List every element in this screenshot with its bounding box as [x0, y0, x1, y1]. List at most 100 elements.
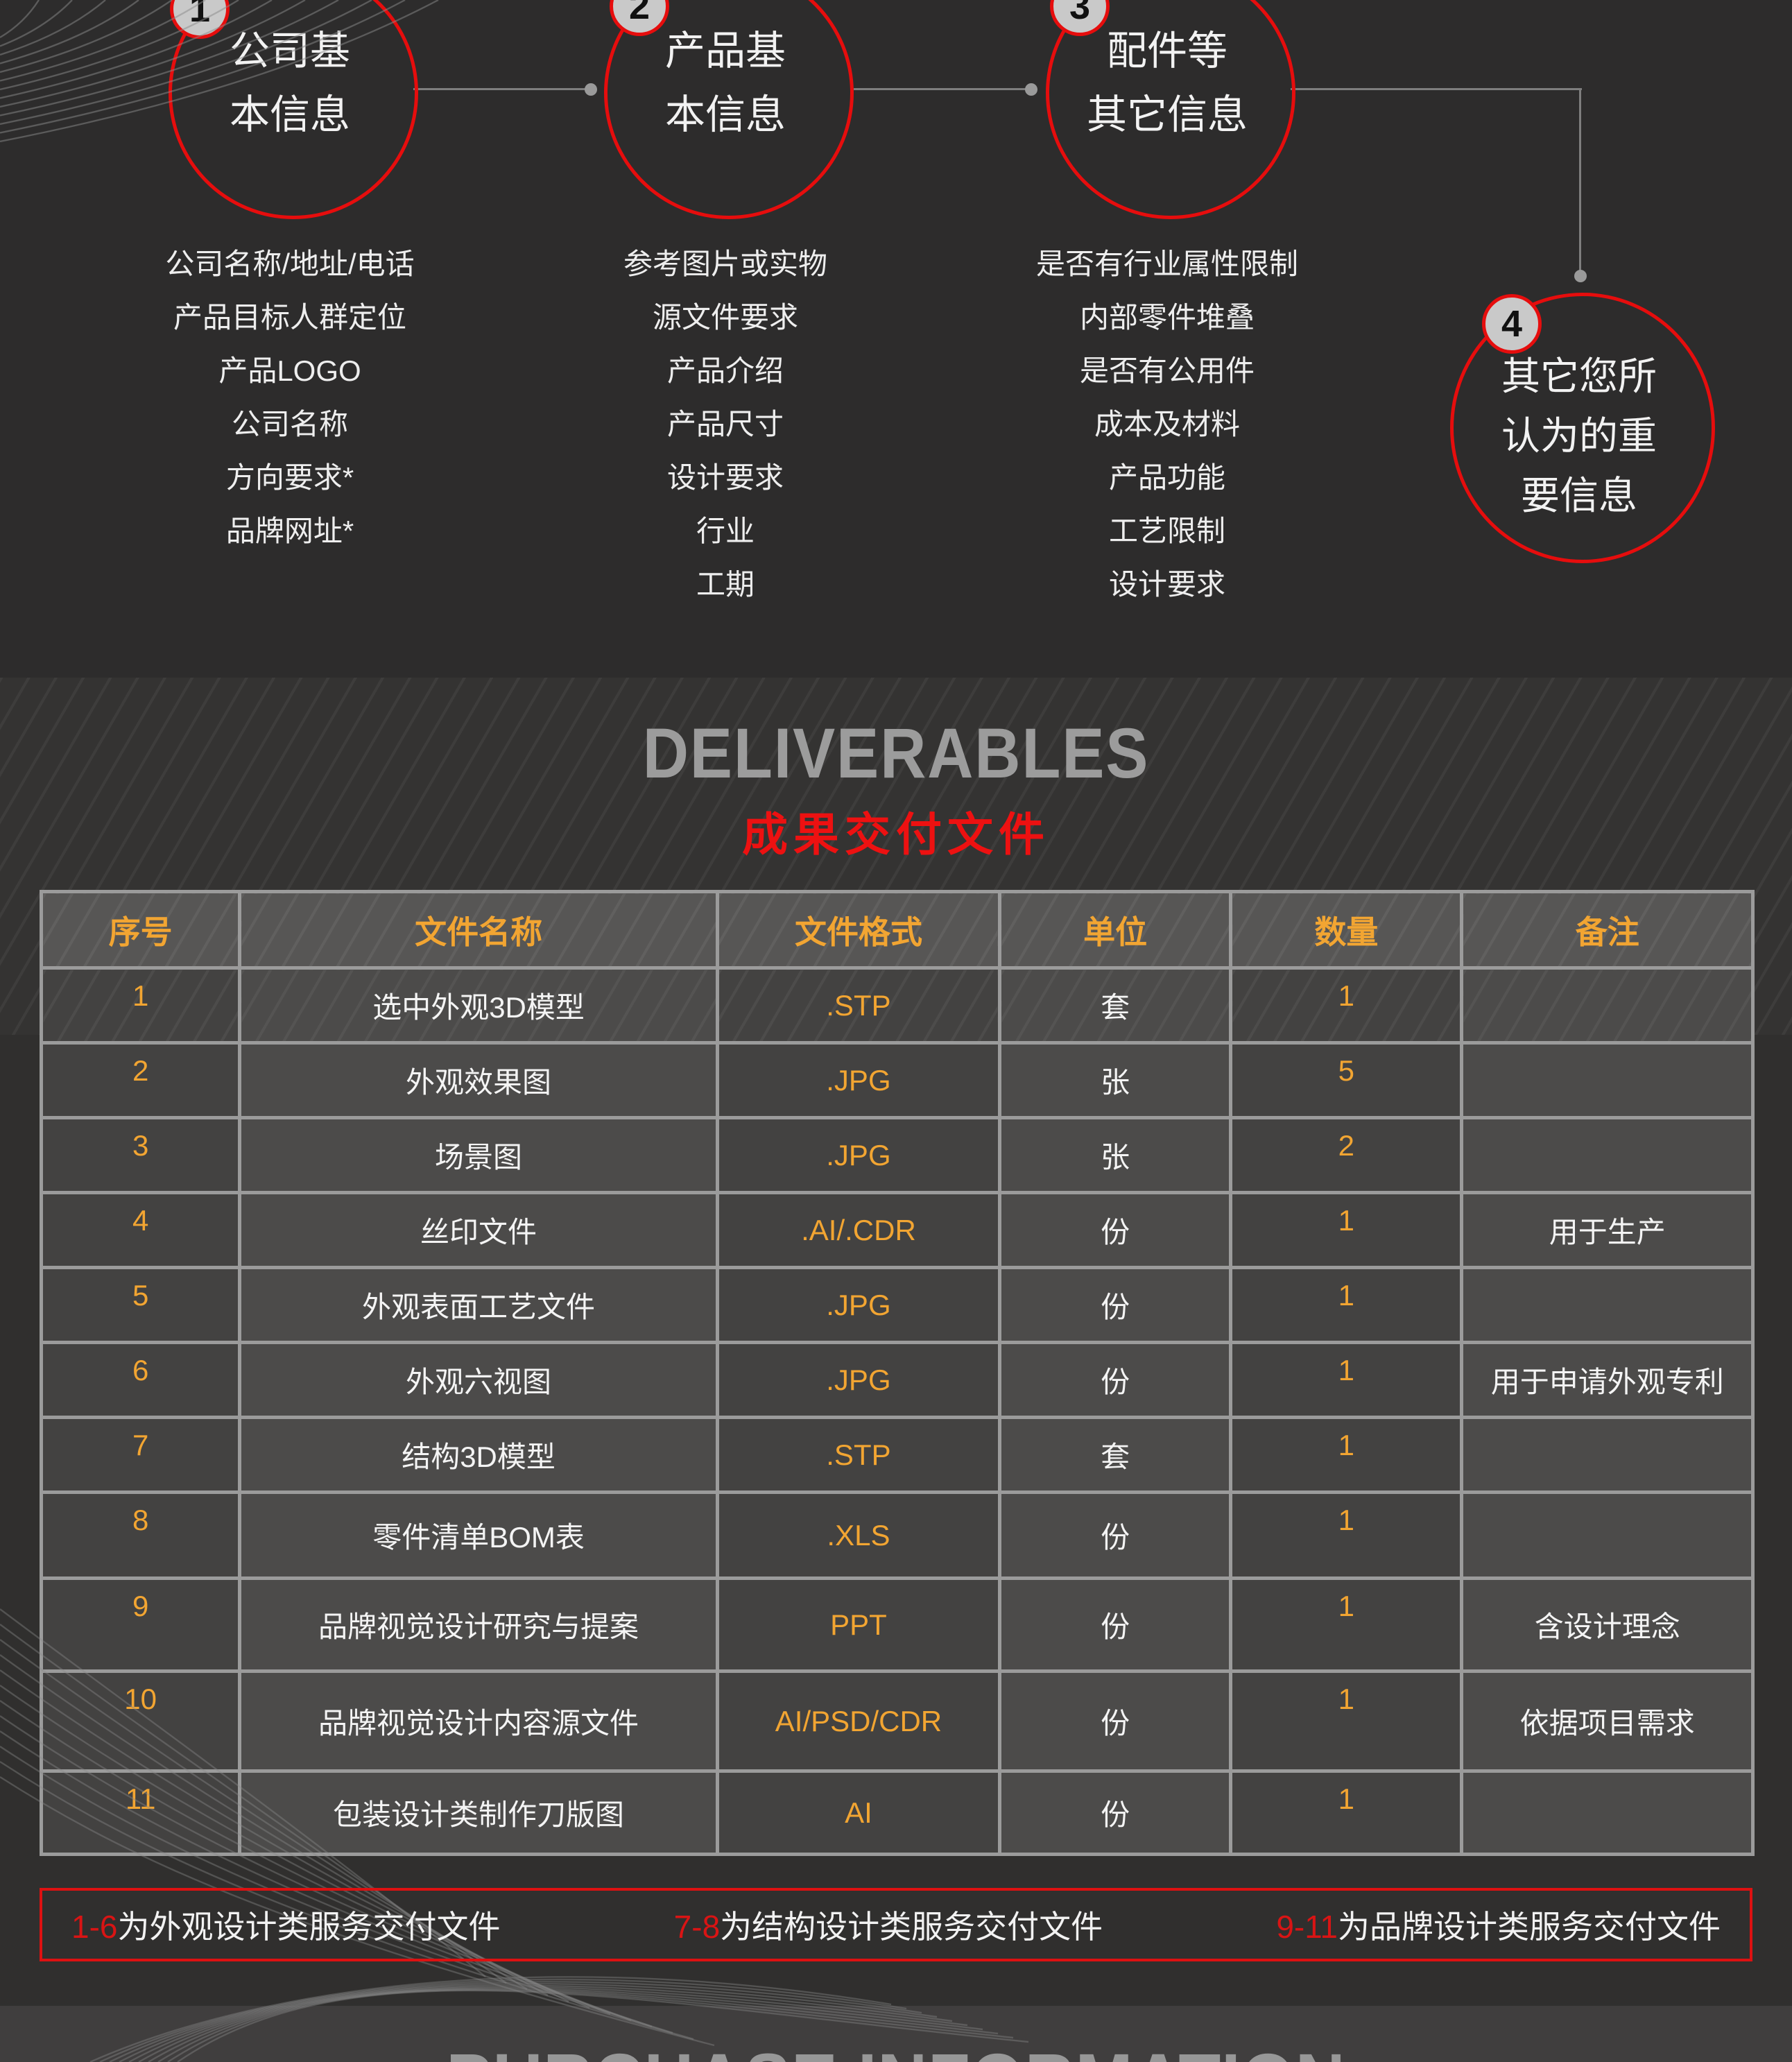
table-row: 10 品牌视觉设计内容源文件 AI/PSD/CDR 份 1 依据项目需求 [39, 1669, 1755, 1773]
step-items-list-3: 是否有行业属性限制 内部零件堆叠 是否有公用件 成本及材料 产品功能 工艺限制 设计要求 [924, 237, 1410, 611]
connector-line-3-horizontal [1291, 88, 1582, 90]
table-row: 4 丝印文件 .AI/.CDR 份 1 用于生产 [39, 1191, 1755, 1269]
table-cell: PPT [715, 1576, 1002, 1673]
table-header-cell: 文件名称 [238, 890, 719, 970]
list-item: 产品功能 [1108, 461, 1225, 494]
table-cell: 场景图 [238, 1116, 719, 1194]
table-cell: 2 [1229, 1116, 1464, 1194]
decorative-curve [0, 0, 73, 47]
table-cell: .JPG [715, 1041, 1002, 1119]
list-item: 设计要求 [1108, 568, 1225, 601]
table-cell: 1 [1229, 1576, 1464, 1673]
table-cell: 依据项目需求 [1460, 1669, 1755, 1773]
list-item: 设计要求 [666, 461, 784, 494]
list-item: 工期 [696, 568, 755, 601]
step-title-2: 产品基 本信息 [604, 19, 847, 147]
connector-dot-3 [1574, 270, 1587, 282]
legend-range: 7-8 [673, 1909, 721, 1945]
table-cell [1460, 1041, 1755, 1119]
step-title-line: 产品基 [664, 28, 786, 74]
step-number-badge-4: 4 [1482, 294, 1542, 354]
step-title-line: 要信息 [1521, 474, 1637, 517]
table-cell: AI [715, 1769, 1002, 1856]
table-row: 3 场景图 .JPG 张 2 [39, 1116, 1755, 1194]
table-body: 1 选中外观3D模型 .STP 套 1 2 外观效果图 .JPG 张 5 3 场景图 .JPG 张 2 4 丝印… [39, 966, 1755, 1856]
table-cell [1460, 966, 1755, 1045]
table-cell: .XLS [715, 1490, 1002, 1580]
legend-box: 1-6为外观设计类服务交付文件 7-8为结构设计类服务交付文件 9-11为品牌设… [40, 1888, 1752, 1961]
step-title-line: 其它信息 [1086, 92, 1248, 137]
table-cell: 1 [1229, 1669, 1464, 1773]
table-cell: 1 [1229, 1266, 1464, 1344]
table-cell: .STP [715, 1416, 1002, 1494]
table-cell: 份 [998, 1576, 1233, 1673]
connector-line-2 [854, 88, 1034, 90]
table-cell: 5 [39, 1266, 242, 1344]
step-items-list-2: 参考图片或实物 源文件要求 产品介绍 产品尺寸 设计要求 行业 工期 [483, 237, 968, 611]
table-cell: AI/PSD/CDR [715, 1669, 1002, 1773]
table-cell: 4 [39, 1191, 242, 1269]
list-item: 产品目标人群定位 [173, 301, 406, 334]
list-item: 公司名称 [231, 408, 348, 440]
table-cell [1460, 1416, 1755, 1494]
table-cell: 张 [998, 1041, 1233, 1119]
legend-range: 9-11 [1276, 1909, 1338, 1945]
table-row: 9 品牌视觉设计研究与提案 PPT 份 1 含设计理念 [39, 1576, 1755, 1673]
step-title-line: 配件等 [1106, 28, 1227, 74]
step-circle-3 [1046, 0, 1295, 219]
table-cell: 张 [998, 1116, 1233, 1194]
list-item: 方向要求* [225, 461, 354, 494]
table-cell: 份 [998, 1341, 1233, 1419]
table-cell: 用于生产 [1460, 1191, 1755, 1269]
purchase-info-title: PURCHASE INFORMATION [71, 2036, 1720, 2062]
list-item: 成本及材料 [1094, 408, 1240, 440]
list-item: 产品LOGO [218, 354, 361, 387]
table-cell: 份 [998, 1769, 1233, 1856]
table-cell: 份 [998, 1266, 1233, 1344]
decorative-curve [0, 0, 139, 65]
table-cell: 1 [1229, 1490, 1464, 1580]
step-title-3: 配件等 其它信息 [1046, 19, 1289, 147]
list-item: 公司名称/地址/电话 [165, 248, 415, 280]
step-title-line: 公司基 [229, 28, 350, 74]
decorative-curve [0, 0, 173, 74]
list-item: 参考图片或实物 [623, 248, 827, 280]
table-cell: 外观六视图 [238, 1341, 719, 1419]
table-row: 11 包装设计类制作刀版图 AI 份 1 [39, 1769, 1755, 1856]
legend-text: 为外观设计类服务交付文件 [117, 1909, 501, 1945]
table-cell: 5 [1229, 1041, 1464, 1119]
legend-text: 为品牌设计类服务交付文件 [1338, 1909, 1721, 1945]
legend-text: 为结构设计类服务交付文件 [720, 1909, 1103, 1945]
table-cell: 3 [39, 1116, 242, 1194]
list-item: 是否有行业属性限制 [1035, 248, 1298, 280]
step-items-list-1: 公司名称/地址/电话 产品目标人群定位 产品LOGO 公司名称 方向要求* 品牌网址* [47, 237, 533, 558]
list-item: 源文件要求 [652, 301, 798, 334]
legend-segment: 7-8为结构设计类服务交付文件 [674, 1902, 1103, 1948]
table-cell: 10 [39, 1669, 242, 1773]
table-cell: 包装设计类制作刀版图 [238, 1769, 719, 1856]
table-cell: 结构3D模型 [238, 1416, 719, 1494]
table-cell: 选中外观3D模型 [238, 966, 719, 1045]
table-cell: 1 [1229, 1416, 1464, 1494]
table-cell: 用于申请外观专利 [1460, 1341, 1755, 1419]
table-header-cell: 文件格式 [715, 890, 1002, 970]
deliverables-table: 序号 文件名称 文件格式 单位 数量 备注 1 选中外观3D模型 .STP 套 1 2 外观… [39, 890, 1755, 1856]
table-cell: .AI/.CDR [715, 1191, 1002, 1269]
table-cell: .JPG [715, 1266, 1002, 1344]
list-item: 内部零件堆叠 [1079, 301, 1255, 334]
table-cell [1460, 1266, 1755, 1344]
decorative-curve [0, 0, 106, 56]
list-item: 工艺限制 [1108, 515, 1225, 547]
table-cell: 9 [39, 1576, 242, 1673]
step-title-1: 公司基 本信息 [169, 19, 411, 147]
step-title-4: 其它您所 认为的重 要信息 [1440, 347, 1718, 526]
step-circle-2 [604, 0, 854, 219]
table-cell: 品牌视觉设计研究与提案 [238, 1576, 719, 1673]
table-row: 5 外观表面工艺文件 .JPG 份 1 [39, 1266, 1755, 1344]
table-cell: 外观表面工艺文件 [238, 1266, 719, 1344]
legend-segment: 1-6为外观设计类服务交付文件 [71, 1902, 500, 1948]
table-header-cell: 备注 [1460, 890, 1755, 970]
table-cell: 1 [1229, 1341, 1464, 1419]
connector-line-1 [413, 88, 594, 90]
